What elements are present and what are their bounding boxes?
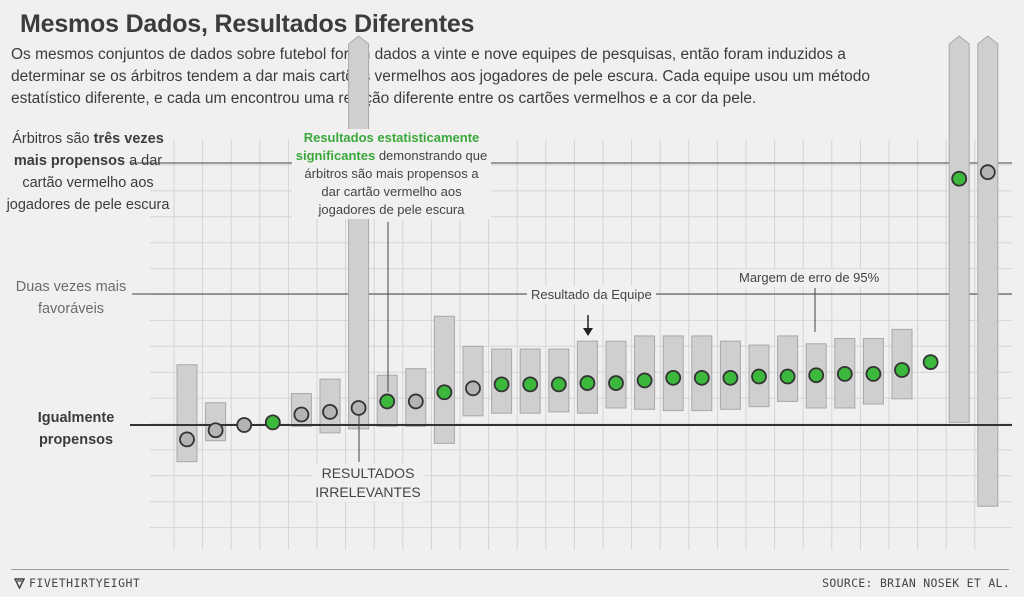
team-result-point	[894, 362, 910, 378]
team-result-point	[579, 375, 596, 391]
team-result-point	[751, 368, 767, 385]
team-result-point	[665, 369, 682, 386]
brand: FIVETHIRTYEIGHT	[14, 576, 140, 590]
brand-name: FIVETHIRTYEIGHT	[29, 576, 141, 590]
team-result-point	[951, 170, 968, 187]
team-result-annotation: Resultado da Equipe	[527, 286, 656, 304]
team-result-point	[407, 393, 424, 410]
chart-title: Mesmos Dados, Resultados Diferentes	[20, 10, 475, 38]
confidence-interval-bar	[977, 35, 999, 507]
equal-label: Igualmente propensos	[37, 410, 115, 448]
team-result-point	[979, 164, 996, 181]
team-result-point	[693, 369, 710, 386]
three-times-label: Árbitros são três vezes mais propensos a…	[6, 131, 170, 213]
confidence-interval-bar	[948, 35, 970, 423]
team-result-point	[236, 417, 253, 433]
team-result-point	[493, 376, 510, 393]
chart-subtitle: Os mesmos conjuntos de dados sobre futeb…	[11, 46, 870, 107]
confidence-interval-bar	[348, 35, 370, 430]
two-times-label: Duas vezes mais favoráveis	[15, 279, 127, 317]
team-result-point	[465, 380, 481, 397]
team-result-point	[522, 376, 539, 393]
irrelevant-annotation: RESULTADOS IRRELEVANTES	[313, 464, 423, 502]
team-result-point	[207, 422, 224, 439]
team-result-point	[722, 369, 739, 386]
team-result-point	[293, 406, 310, 423]
team-result-point	[865, 366, 882, 382]
footer-divider	[11, 569, 1009, 570]
fivethirtyeight-logo-icon	[14, 577, 25, 589]
team-result-point	[379, 393, 396, 410]
confidence-interval-bar	[605, 340, 627, 409]
team-result-point	[636, 372, 653, 389]
confidence-interval-bar	[433, 315, 455, 444]
team-result-point	[322, 403, 338, 420]
source-credit: SOURCE: BRIAN NOSEK ET AL.	[822, 576, 1010, 590]
team-result-point	[264, 414, 281, 431]
team-result-point	[350, 400, 367, 416]
team-result-point	[922, 354, 939, 371]
margin-annotation: Margem de erro de 95%	[735, 269, 884, 287]
team-result-point	[779, 368, 796, 385]
team-result-point	[836, 366, 853, 382]
team-result-point	[550, 376, 567, 393]
team-result-point	[179, 431, 195, 448]
team-result-point	[608, 375, 624, 391]
team-result-arrow-head	[583, 328, 593, 336]
team-result-point	[436, 384, 453, 401]
team-result-point	[808, 367, 825, 384]
significant-annotation: Resultados estatisticamente significante…	[292, 129, 491, 219]
